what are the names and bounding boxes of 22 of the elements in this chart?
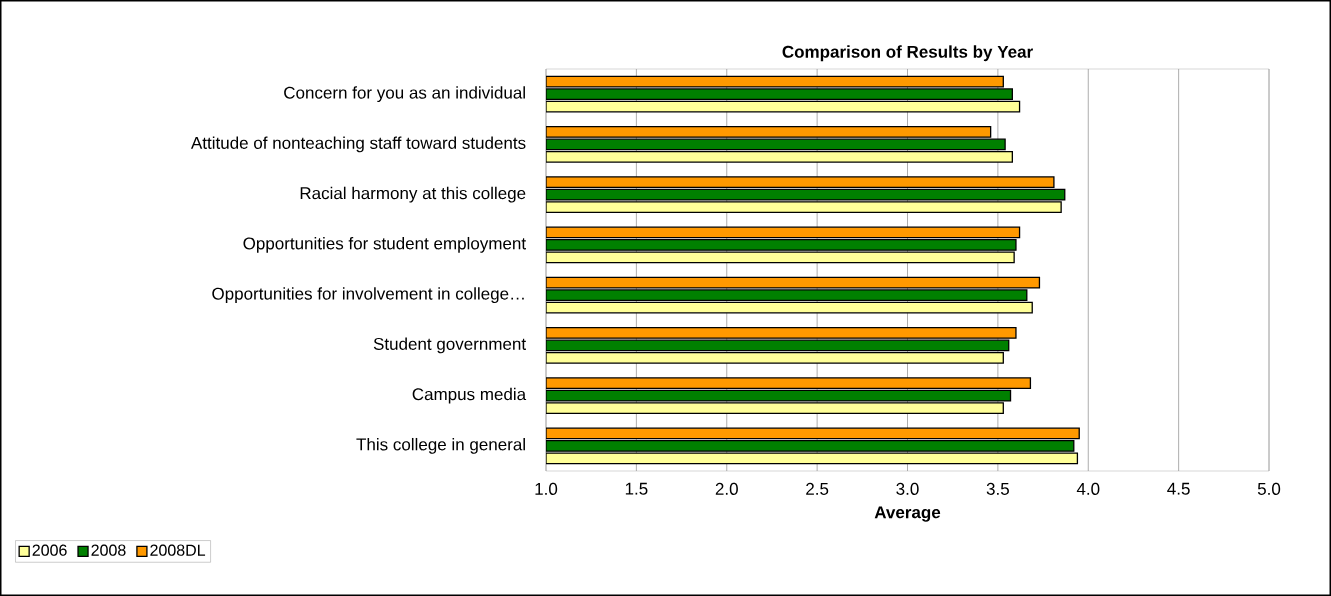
x-tick-label: 3.0 bbox=[896, 482, 919, 495]
y-tick-label: Opportunities for involvement in college… bbox=[212, 287, 524, 304]
legend-label: 2008DL bbox=[150, 544, 206, 556]
x-tick-label: 1.5 bbox=[625, 482, 648, 495]
y-tick-label: Opportunities for student employment bbox=[243, 236, 526, 253]
legend-label: 2006 bbox=[32, 544, 67, 556]
x-tick-label: 4.5 bbox=[1167, 482, 1190, 495]
x-tick-label: 3.5 bbox=[986, 482, 1009, 495]
x-tick-label: 2.0 bbox=[715, 482, 738, 495]
y-tick-label: Attitude of nonteaching staff toward students bbox=[190, 136, 526, 153]
x-tick-label: 2.5 bbox=[806, 482, 829, 495]
y-tick-label: Campus media bbox=[412, 387, 527, 404]
y-tick-label: Student government bbox=[373, 337, 526, 354]
y-tick-label: Concern for you as an individual bbox=[284, 86, 525, 103]
x-tick-label: 5.0 bbox=[1257, 482, 1281, 495]
chart-title: Comparison of Results by Year bbox=[782, 45, 1033, 62]
x-axis-title: Average bbox=[874, 506, 941, 522]
x-tick-label: 4.0 bbox=[1076, 482, 1100, 495]
legend-label: 2008 bbox=[91, 544, 126, 556]
x-tick-label: 1.0 bbox=[535, 482, 558, 495]
y-tick-label: This college in general bbox=[356, 437, 525, 454]
y-tick-label: Racial harmony at this college bbox=[300, 186, 526, 203]
